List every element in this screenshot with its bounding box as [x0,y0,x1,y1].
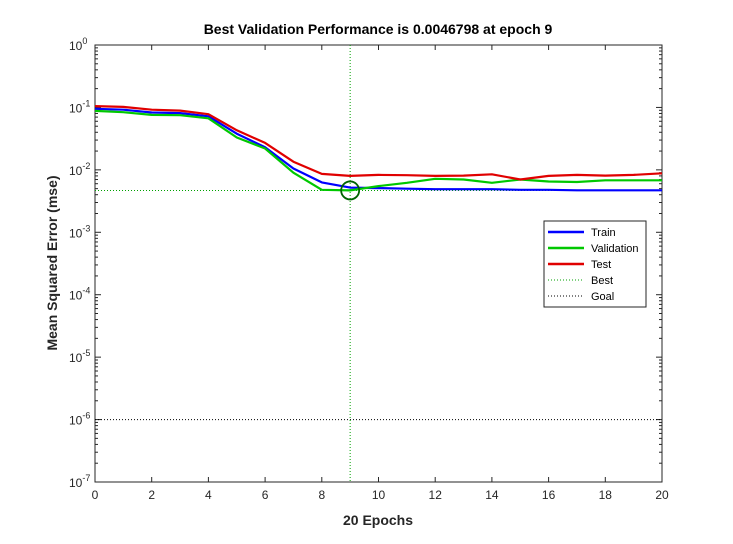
y-tick-label: 10-3 [69,223,90,240]
y-tick-exponent: -6 [82,411,90,421]
y-tick-exponent: -3 [82,223,90,233]
y-tick-exponent: -1 [82,98,90,108]
x-tick-label: 20 [655,488,669,502]
y-tick-label: 10-4 [69,286,90,303]
y-tick-label: 10-2 [69,161,90,178]
best-marker [340,180,361,201]
x-tick-label: 14 [485,488,499,502]
legend-label-test: Test [591,259,611,271]
x-tick-label: 18 [599,488,613,502]
x-tick-label: 10 [372,488,386,502]
x-tick-label: 6 [262,488,269,502]
legend-label-goal: Goal [591,291,614,303]
x-tick-label: 4 [205,488,212,502]
legend: Train Validation Test Best Goal [543,220,647,308]
x-axis-label: 20 Epochs [343,512,413,528]
y-tick-exponent: -5 [82,348,90,358]
y-tick-base: 10 [69,226,83,240]
y-tick-label: 10-6 [69,411,90,428]
y-tick-base: 10 [69,39,83,53]
x-tick-label: 12 [429,488,443,502]
series-line-validation [94,109,662,192]
y-tick-base: 10 [69,351,83,365]
y-tick-exponent: -7 [82,473,90,483]
chart-title: Best Validation Performance is 0.0046798… [204,21,553,37]
x-tick-label: 8 [318,488,325,502]
series-line-train [94,107,662,192]
y-tick-base: 10 [69,476,83,490]
legend-box [543,220,647,308]
y-tick-label: 10-5 [69,348,90,365]
y-tick-label: 10-1 [69,98,90,115]
x-tick-label: 2 [148,488,155,502]
x-tick-label: 0 [92,488,99,502]
y-tick-base: 10 [69,289,83,303]
x-tick-label: 16 [542,488,556,502]
y-tick-exponent: 0 [82,36,87,46]
legend-label-best: Best [591,275,613,287]
y-tick-label: 100 [69,36,87,53]
y-tick-base: 10 [69,101,83,115]
legend-label-train: Train [591,227,616,239]
legend-label-validation: Validation [591,243,639,255]
y-axis-label: Mean Squared Error (mse) [44,175,60,350]
y-tick-base: 10 [69,414,83,428]
y-tick-base: 10 [69,164,83,178]
series-line-test [94,105,663,181]
y-tick-exponent: -2 [82,161,90,171]
y-tick-exponent: -4 [82,286,90,296]
y-tick-label: 10-7 [69,473,90,490]
